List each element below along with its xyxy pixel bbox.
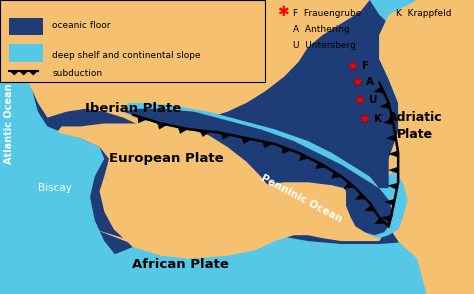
Polygon shape	[375, 218, 385, 224]
Polygon shape	[386, 135, 396, 141]
Text: F  Frauengrube: F Frauengrube	[293, 9, 361, 18]
Polygon shape	[379, 171, 408, 229]
Text: ✱: ✱	[277, 5, 289, 19]
Polygon shape	[19, 0, 370, 126]
Polygon shape	[123, 109, 393, 235]
Polygon shape	[381, 215, 391, 222]
Polygon shape	[332, 0, 474, 32]
Polygon shape	[29, 71, 37, 75]
Text: F: F	[362, 61, 369, 71]
Polygon shape	[10, 71, 18, 75]
Polygon shape	[178, 127, 188, 133]
Polygon shape	[380, 103, 390, 109]
Polygon shape	[0, 0, 152, 294]
Text: K  Krappfeld: K Krappfeld	[396, 9, 451, 18]
Polygon shape	[389, 151, 398, 157]
Polygon shape	[200, 130, 210, 137]
Text: oceanic floor: oceanic floor	[52, 21, 110, 30]
Polygon shape	[242, 137, 252, 144]
Polygon shape	[388, 183, 398, 190]
Polygon shape	[138, 116, 147, 123]
Polygon shape	[221, 133, 231, 139]
Polygon shape	[57, 123, 284, 259]
Text: K: K	[374, 114, 382, 124]
Polygon shape	[123, 103, 403, 238]
Text: Biscay: Biscay	[37, 183, 72, 193]
Polygon shape	[356, 193, 366, 199]
Polygon shape	[157, 123, 167, 129]
Polygon shape	[316, 162, 326, 169]
Polygon shape	[263, 141, 273, 148]
Polygon shape	[331, 172, 342, 178]
Bar	[9, 18, 43, 35]
Text: U  Untersberg: U Untersberg	[293, 41, 356, 50]
Text: European Plate: European Plate	[109, 152, 223, 165]
Polygon shape	[383, 118, 394, 125]
Polygon shape	[379, 0, 474, 294]
Text: African Plate: African Plate	[132, 258, 228, 271]
Polygon shape	[344, 182, 355, 188]
Text: Penninic Ocean: Penninic Ocean	[259, 173, 343, 224]
Text: Adriatic
Plate: Adriatic Plate	[387, 111, 442, 141]
Text: Atlantic Ocean: Atlantic Ocean	[3, 83, 14, 164]
Polygon shape	[365, 206, 375, 211]
Polygon shape	[95, 182, 389, 256]
Text: subduction: subduction	[52, 69, 102, 78]
Bar	[9, 44, 43, 62]
Polygon shape	[389, 167, 398, 173]
Text: deep shelf and continental slope: deep shelf and continental slope	[52, 51, 201, 60]
Polygon shape	[299, 154, 309, 161]
Text: Iberian Plate: Iberian Plate	[84, 102, 181, 115]
Polygon shape	[0, 229, 474, 294]
FancyBboxPatch shape	[0, 0, 265, 82]
Polygon shape	[19, 71, 28, 75]
Polygon shape	[282, 147, 292, 153]
Polygon shape	[385, 199, 395, 206]
Text: A: A	[366, 77, 374, 87]
Polygon shape	[379, 0, 474, 294]
Polygon shape	[374, 87, 384, 93]
Polygon shape	[360, 132, 389, 188]
Text: U: U	[369, 95, 377, 105]
Text: A  Anthering: A Anthering	[293, 25, 349, 34]
